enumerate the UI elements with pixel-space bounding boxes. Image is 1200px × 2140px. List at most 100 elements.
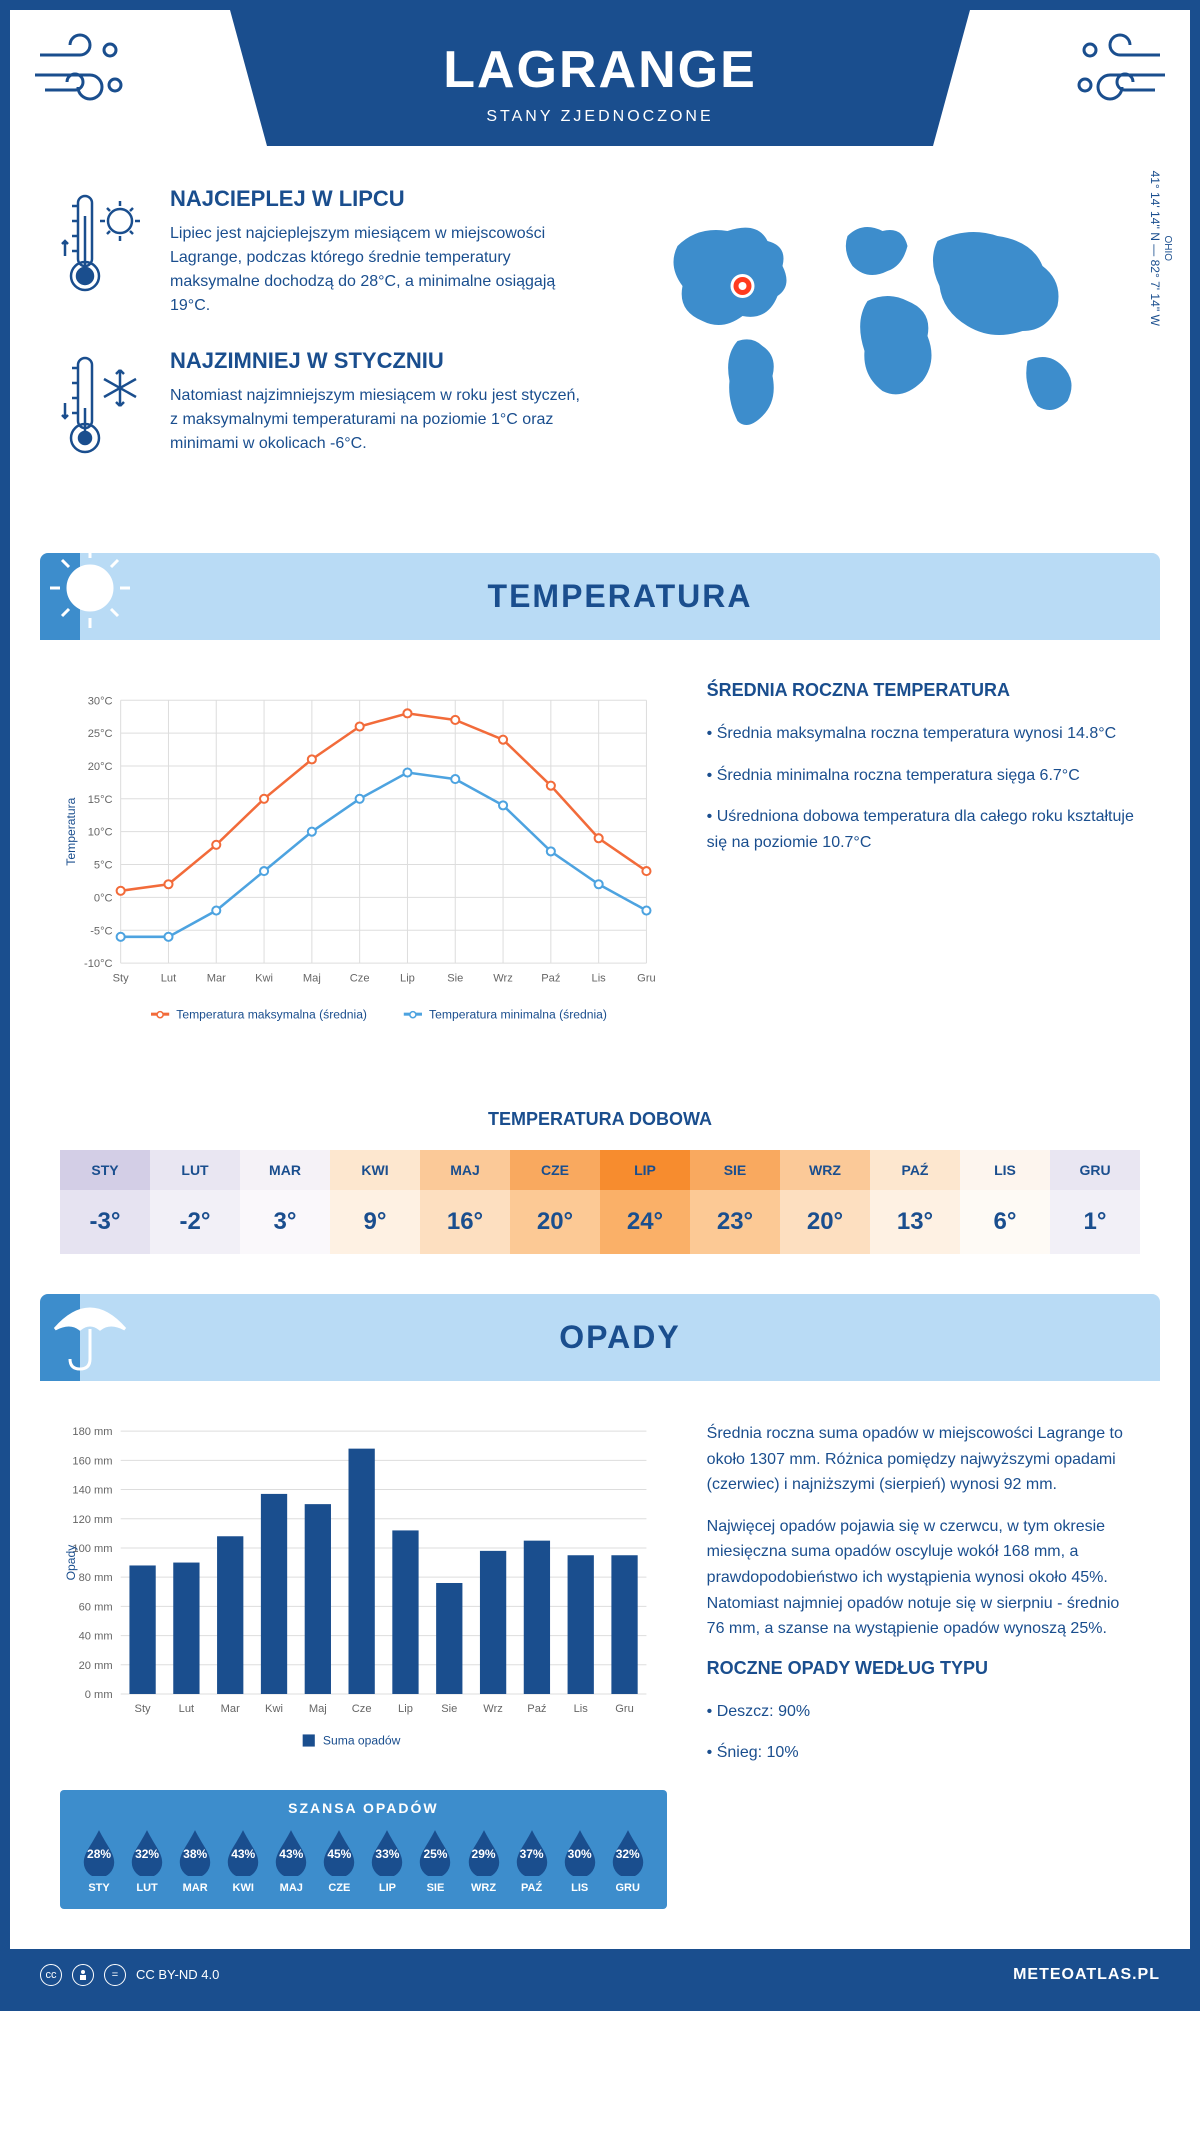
footer: cc = CC BY-ND 4.0 METEOATLAS.PL <box>10 1949 1190 2001</box>
hot-heading: NAJCIEPLEJ W LIPCU <box>170 186 585 212</box>
svg-text:20 mm: 20 mm <box>79 1660 113 1672</box>
intro-text-column: NAJCIEPLEJ W LIPCU Lipiec jest najcieple… <box>60 186 585 503</box>
rain-drop-item: 37% PAŹ <box>508 1828 556 1894</box>
drop-percentage: 29% <box>472 1847 496 1861</box>
footer-site: METEOATLAS.PL <box>1013 1966 1160 1984</box>
svg-text:Maj: Maj <box>303 972 321 984</box>
svg-text:Wrz: Wrz <box>493 972 513 984</box>
coords-value: 41° 14' 14'' N — 82° 7' 14'' W <box>1148 171 1162 326</box>
precip-type-heading: ROCZNE OPADY WEDŁUG TYPU <box>707 1658 1140 1679</box>
svg-text:Temperatura: Temperatura <box>64 797 78 865</box>
drop-icon: 43% <box>224 1828 262 1876</box>
precipitation-sidebar: Średnia roczna suma opadów w miejscowośc… <box>707 1421 1140 1909</box>
svg-text:Kwi: Kwi <box>265 1703 283 1715</box>
svg-text:120 mm: 120 mm <box>72 1514 112 1526</box>
svg-text:Lis: Lis <box>592 972 607 984</box>
precipitation-bar-chart: 0 mm 20 mm 40 mm 60 mm 80 mm 100 mm 120 mm 140 … <box>60 1421 667 1765</box>
svg-text:60 mm: 60 mm <box>79 1601 113 1613</box>
svg-text:0 mm: 0 mm <box>85 1689 113 1701</box>
temp-cell: MAJ 16° <box>420 1150 510 1254</box>
rain-drop-item: 29% WRZ <box>460 1828 508 1894</box>
drop-icon: 25% <box>416 1828 454 1876</box>
drop-percentage: 43% <box>231 1847 255 1861</box>
svg-text:Paź: Paź <box>541 972 560 984</box>
svg-text:Lut: Lut <box>161 972 176 984</box>
svg-text:Sty: Sty <box>135 1703 151 1715</box>
temp-cell: LUT -2° <box>150 1150 240 1254</box>
svg-text:80 mm: 80 mm <box>79 1572 113 1584</box>
footer-license: cc = CC BY-ND 4.0 <box>40 1964 219 1986</box>
svg-text:-10°C: -10°C <box>84 958 113 970</box>
wind-icon-left <box>10 10 150 135</box>
daily-temperature-table: TEMPERATURA DOBOWA STY -3° LUT -2° MAR 3… <box>60 1109 1140 1254</box>
precip-p2: Najwięcej opadów pojawia się w czerwcu, … <box>707 1514 1140 1642</box>
drop-percentage: 38% <box>183 1847 207 1861</box>
svg-text:Gru: Gru <box>615 1703 634 1715</box>
rain-drop-item: 45% CZE <box>315 1828 363 1894</box>
drop-icon: 32% <box>609 1828 647 1876</box>
precipitation-chart-area: 0 mm 20 mm 40 mm 60 mm 80 mm 100 mm 120 mm 140 … <box>60 1421 667 1909</box>
drop-icon: 29% <box>465 1828 503 1876</box>
temperature-title: TEMPERATURA <box>80 578 1160 615</box>
temp-avg-p1: • Średnia maksymalna roczna temperatura … <box>707 721 1140 747</box>
svg-text:100 mm: 100 mm <box>72 1543 112 1555</box>
temperature-sidebar: ŚREDNIA ROCZNA TEMPERATURA • Średnia mak… <box>707 680 1140 1049</box>
rain-drop-item: 43% KWI <box>219 1828 267 1894</box>
rain-chance-drops: 28% STY 32% LUT 38% MAR 43% KWI <box>75 1828 652 1894</box>
cold-description: Natomiast najzimniejszym miesiącem w rok… <box>170 384 585 456</box>
world-map: OHIO 41° 14' 14'' N — 82° 7' 14'' W <box>615 186 1140 466</box>
svg-text:Sie: Sie <box>447 972 463 984</box>
rain-chance-heading: SZANSA OPADÓW <box>75 1800 652 1816</box>
state-label: OHIO <box>1162 171 1173 326</box>
drop-percentage: 25% <box>423 1847 447 1861</box>
drop-month-label: SIE <box>411 1882 459 1894</box>
temp-cell: GRU 1° <box>1050 1150 1140 1254</box>
precip-p1: Średnia roczna suma opadów w miejscowośc… <box>707 1421 1140 1498</box>
svg-text:Cze: Cze <box>350 972 370 984</box>
svg-text:10°C: 10°C <box>88 827 113 839</box>
license-text: CC BY-ND 4.0 <box>136 1967 219 1982</box>
svg-text:Suma opadów: Suma opadów <box>323 1734 401 1748</box>
infographic-container: LAGRANGE STANY ZJEDNOCZONE NAJCIEPLEJ W … <box>0 0 1200 2011</box>
drop-icon: 38% <box>176 1828 214 1876</box>
cold-info-text: NAJZIMNIEJ W STYCZNIU Natomiast najzimni… <box>170 348 585 473</box>
drop-month-label: MAJ <box>267 1882 315 1894</box>
svg-text:Temperatura maksymalna (średni: Temperatura maksymalna (średnia) <box>176 1008 367 1022</box>
drop-icon: 37% <box>513 1828 551 1876</box>
precipitation-title: OPADY <box>80 1319 1160 1356</box>
cold-info-block: NAJZIMNIEJ W STYCZNIU Natomiast najzimni… <box>60 348 585 473</box>
temp-cell: KWI 9° <box>330 1150 420 1254</box>
temp-cell: LIP 24° <box>600 1150 690 1254</box>
rain-drop-item: 43% MAJ <box>267 1828 315 1894</box>
drop-percentage: 43% <box>279 1847 303 1861</box>
drop-icon: 43% <box>272 1828 310 1876</box>
rain-drop-item: 32% GRU <box>604 1828 652 1894</box>
drop-percentage: 28% <box>87 1847 111 1861</box>
drop-percentage: 32% <box>135 1847 159 1861</box>
title-banner: LAGRANGE STANY ZJEDNOCZONE <box>230 10 970 146</box>
svg-text:Gru: Gru <box>637 972 656 984</box>
intro-section: NAJCIEPLEJ W LIPCU Lipiec jest najcieple… <box>10 146 1190 533</box>
sun-icon <box>40 538 140 638</box>
precipitation-body: 0 mm 20 mm 40 mm 60 mm 80 mm 100 mm 120 mm 140 … <box>10 1381 1190 1949</box>
drop-month-label: GRU <box>604 1882 652 1894</box>
svg-text:Lut: Lut <box>179 1703 194 1715</box>
drop-month-label: PAŹ <box>508 1882 556 1894</box>
svg-text:140 mm: 140 mm <box>72 1485 112 1497</box>
svg-text:Lip: Lip <box>400 972 415 984</box>
temp-cell: WRZ 20° <box>780 1150 870 1254</box>
drop-percentage: 32% <box>616 1847 640 1861</box>
rain-drop-item: 33% LIP <box>363 1828 411 1894</box>
svg-text:Mar: Mar <box>221 1703 240 1715</box>
hot-description: Lipiec jest najcieplejszym miesiącem w m… <box>170 222 585 318</box>
svg-text:Cze: Cze <box>352 1703 372 1715</box>
rain-drop-item: 30% LIS <box>556 1828 604 1894</box>
svg-text:Kwi: Kwi <box>255 972 273 984</box>
drop-percentage: 33% <box>375 1847 399 1861</box>
svg-text:Temperatura minimalna (średnia: Temperatura minimalna (średnia) <box>429 1008 607 1022</box>
svg-text:40 mm: 40 mm <box>79 1631 113 1643</box>
drop-month-label: LIS <box>556 1882 604 1894</box>
thermometer-snow-icon <box>60 348 150 473</box>
temp-cell: LIS 6° <box>960 1150 1050 1254</box>
umbrella-icon <box>40 1279 140 1379</box>
